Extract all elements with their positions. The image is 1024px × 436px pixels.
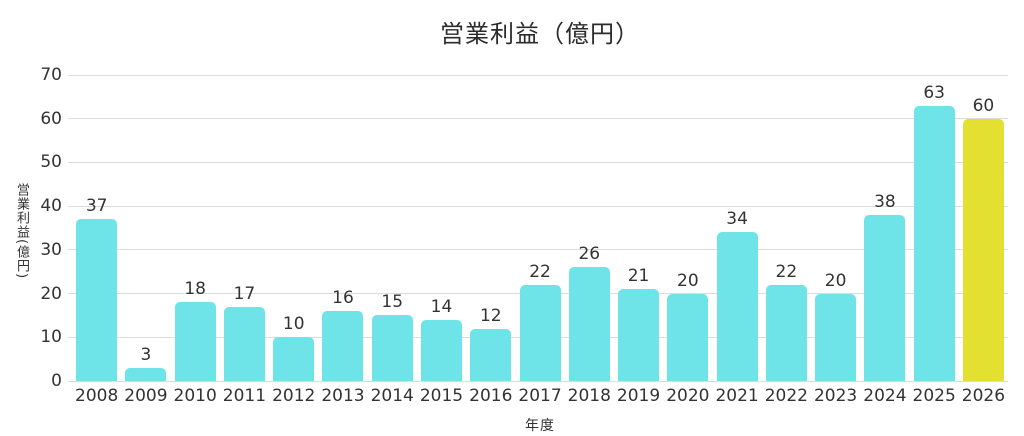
bar-slot-2014: 15 [368, 75, 417, 381]
bar-slot-2017: 22 [515, 75, 564, 381]
gridline-60 [68, 118, 1008, 120]
plot-area: 37 3 18 17 10 16 15 14 12 22 26 21 20 34 22 20 38 63 60 [68, 74, 1008, 382]
gridline-0 [68, 380, 1008, 382]
bar-value-label-2022: 22 [775, 261, 798, 282]
bar-2024 [864, 214, 906, 381]
x-tick-label-2018: 2018 [567, 386, 611, 406]
x-tick-label-2021: 2021 [715, 386, 759, 406]
bar-value-label-2018: 26 [578, 244, 601, 265]
x-ticks: 2008 2009 2010 2011 2012 2013 2014 2015 2016 2017… [72, 386, 1008, 406]
y-tick-label-20: 20 [40, 283, 62, 304]
bar-2026 [962, 118, 1004, 381]
bar-2008 [76, 219, 118, 381]
bar-2021 [716, 232, 758, 381]
bar-2025 [913, 105, 955, 381]
bar-slot-2019: 21 [614, 75, 663, 381]
bar-value-label-2011: 17 [233, 283, 256, 304]
bar-value-label-2019: 21 [627, 266, 650, 287]
x-tick-label-2010: 2010 [173, 386, 217, 406]
x-tick-label-2024: 2024 [863, 386, 907, 406]
bar-slot-2016: 12 [466, 75, 515, 381]
bar-2016 [470, 328, 512, 381]
bar-slot-2024: 38 [860, 75, 909, 381]
bar-value-label-2023: 20 [824, 270, 847, 291]
gridline-40 [68, 205, 1008, 207]
bar-slot-2023: 20 [811, 75, 860, 381]
gridline-70 [68, 74, 1008, 76]
bar-slot-2022: 22 [762, 75, 811, 381]
bar-value-label-2017: 22 [529, 261, 551, 282]
x-tick-label-2026: 2026 [961, 386, 1006, 406]
bar-2023 [815, 293, 857, 381]
y-tick-label-10: 10 [40, 327, 62, 348]
bar-2011 [223, 306, 265, 381]
x-tick-label-2016: 2016 [469, 386, 513, 406]
bar-slot-2020: 20 [663, 75, 712, 381]
bar-2019 [618, 289, 660, 381]
y-tick-label-50: 50 [40, 152, 62, 173]
bar-slot-2010: 18 [171, 75, 220, 381]
chart-title: 営業利益（億円） [440, 20, 640, 48]
bar-2018 [568, 267, 610, 381]
bar-value-label-2024: 38 [874, 191, 896, 212]
bar-2013 [322, 311, 364, 381]
x-tick-label-2011: 2011 [222, 386, 267, 406]
bars: 37 3 18 17 10 16 15 14 12 22 26 21 20 34 22 20 38 63 60 [72, 75, 1008, 381]
bar-value-label-2014: 15 [381, 292, 404, 313]
bar-value-label-2016: 12 [479, 305, 502, 326]
bar-value-label-2012: 10 [282, 314, 305, 335]
bar-2012 [273, 337, 315, 381]
x-tick-label-2020: 2020 [666, 386, 710, 406]
bar-value-label-2010: 18 [184, 279, 206, 300]
bar-slot-2026: 60 [959, 75, 1008, 381]
x-tick-label-2013: 2013 [321, 386, 365, 406]
bar-2022 [765, 284, 807, 381]
x-tick-label-2022: 2022 [764, 386, 808, 406]
gridline-50 [68, 161, 1008, 163]
bar-slot-2009: 3 [121, 75, 170, 381]
bar-2015 [420, 319, 462, 381]
bar-slot-2008: 37 [72, 75, 121, 381]
bar-2009 [125, 367, 167, 381]
bar-value-label-2026: 60 [972, 95, 995, 116]
x-tick-label-2017: 2017 [518, 386, 562, 406]
bar-slot-2015: 14 [417, 75, 466, 381]
x-tick-label-2015: 2015 [419, 386, 464, 406]
x-tick-label-2023: 2023 [813, 386, 858, 406]
bar-2014 [371, 315, 413, 381]
bar-slot-2011: 17 [220, 75, 269, 381]
bar-value-label-2015: 14 [430, 296, 453, 317]
bar-slot-2013: 16 [318, 75, 367, 381]
y-tick-label-30: 30 [40, 239, 62, 260]
y-axis-label: 営業利益(億円) [14, 183, 29, 280]
gridline-30 [68, 249, 1008, 251]
bar-2020 [667, 293, 709, 381]
y-tick-label-70: 70 [40, 65, 62, 85]
bar-slot-2018: 26 [565, 75, 614, 381]
bar-slot-2021: 34 [712, 75, 761, 381]
y-tick-label-40: 40 [40, 196, 62, 217]
bar-slot-2012: 10 [269, 75, 318, 381]
bar-value-label-2013: 16 [332, 288, 354, 309]
y-tick-label-0: 0 [51, 371, 62, 391]
x-tick-label-2019: 2019 [616, 386, 661, 406]
x-tick-label-2008: 2008 [75, 386, 119, 406]
bar-2017 [519, 284, 561, 381]
bar-value-label-2020: 20 [677, 270, 699, 291]
bar-value-label-2025: 63 [923, 82, 945, 103]
bar-2010 [174, 302, 216, 381]
x-tick-label-2014: 2014 [370, 386, 414, 406]
bar-slot-2025: 63 [910, 75, 959, 381]
x-tick-label-2012: 2012 [272, 386, 316, 406]
x-axis-label: 年度 [525, 418, 555, 434]
x-tick-label-2009: 2009 [124, 386, 168, 406]
bar-value-label-2009: 3 [140, 344, 152, 365]
x-tick-label-2025: 2025 [912, 386, 956, 406]
bar-value-label-2021: 34 [726, 209, 748, 230]
bar-value-label-2008: 37 [85, 196, 108, 217]
y-tick-label-60: 60 [40, 108, 62, 129]
